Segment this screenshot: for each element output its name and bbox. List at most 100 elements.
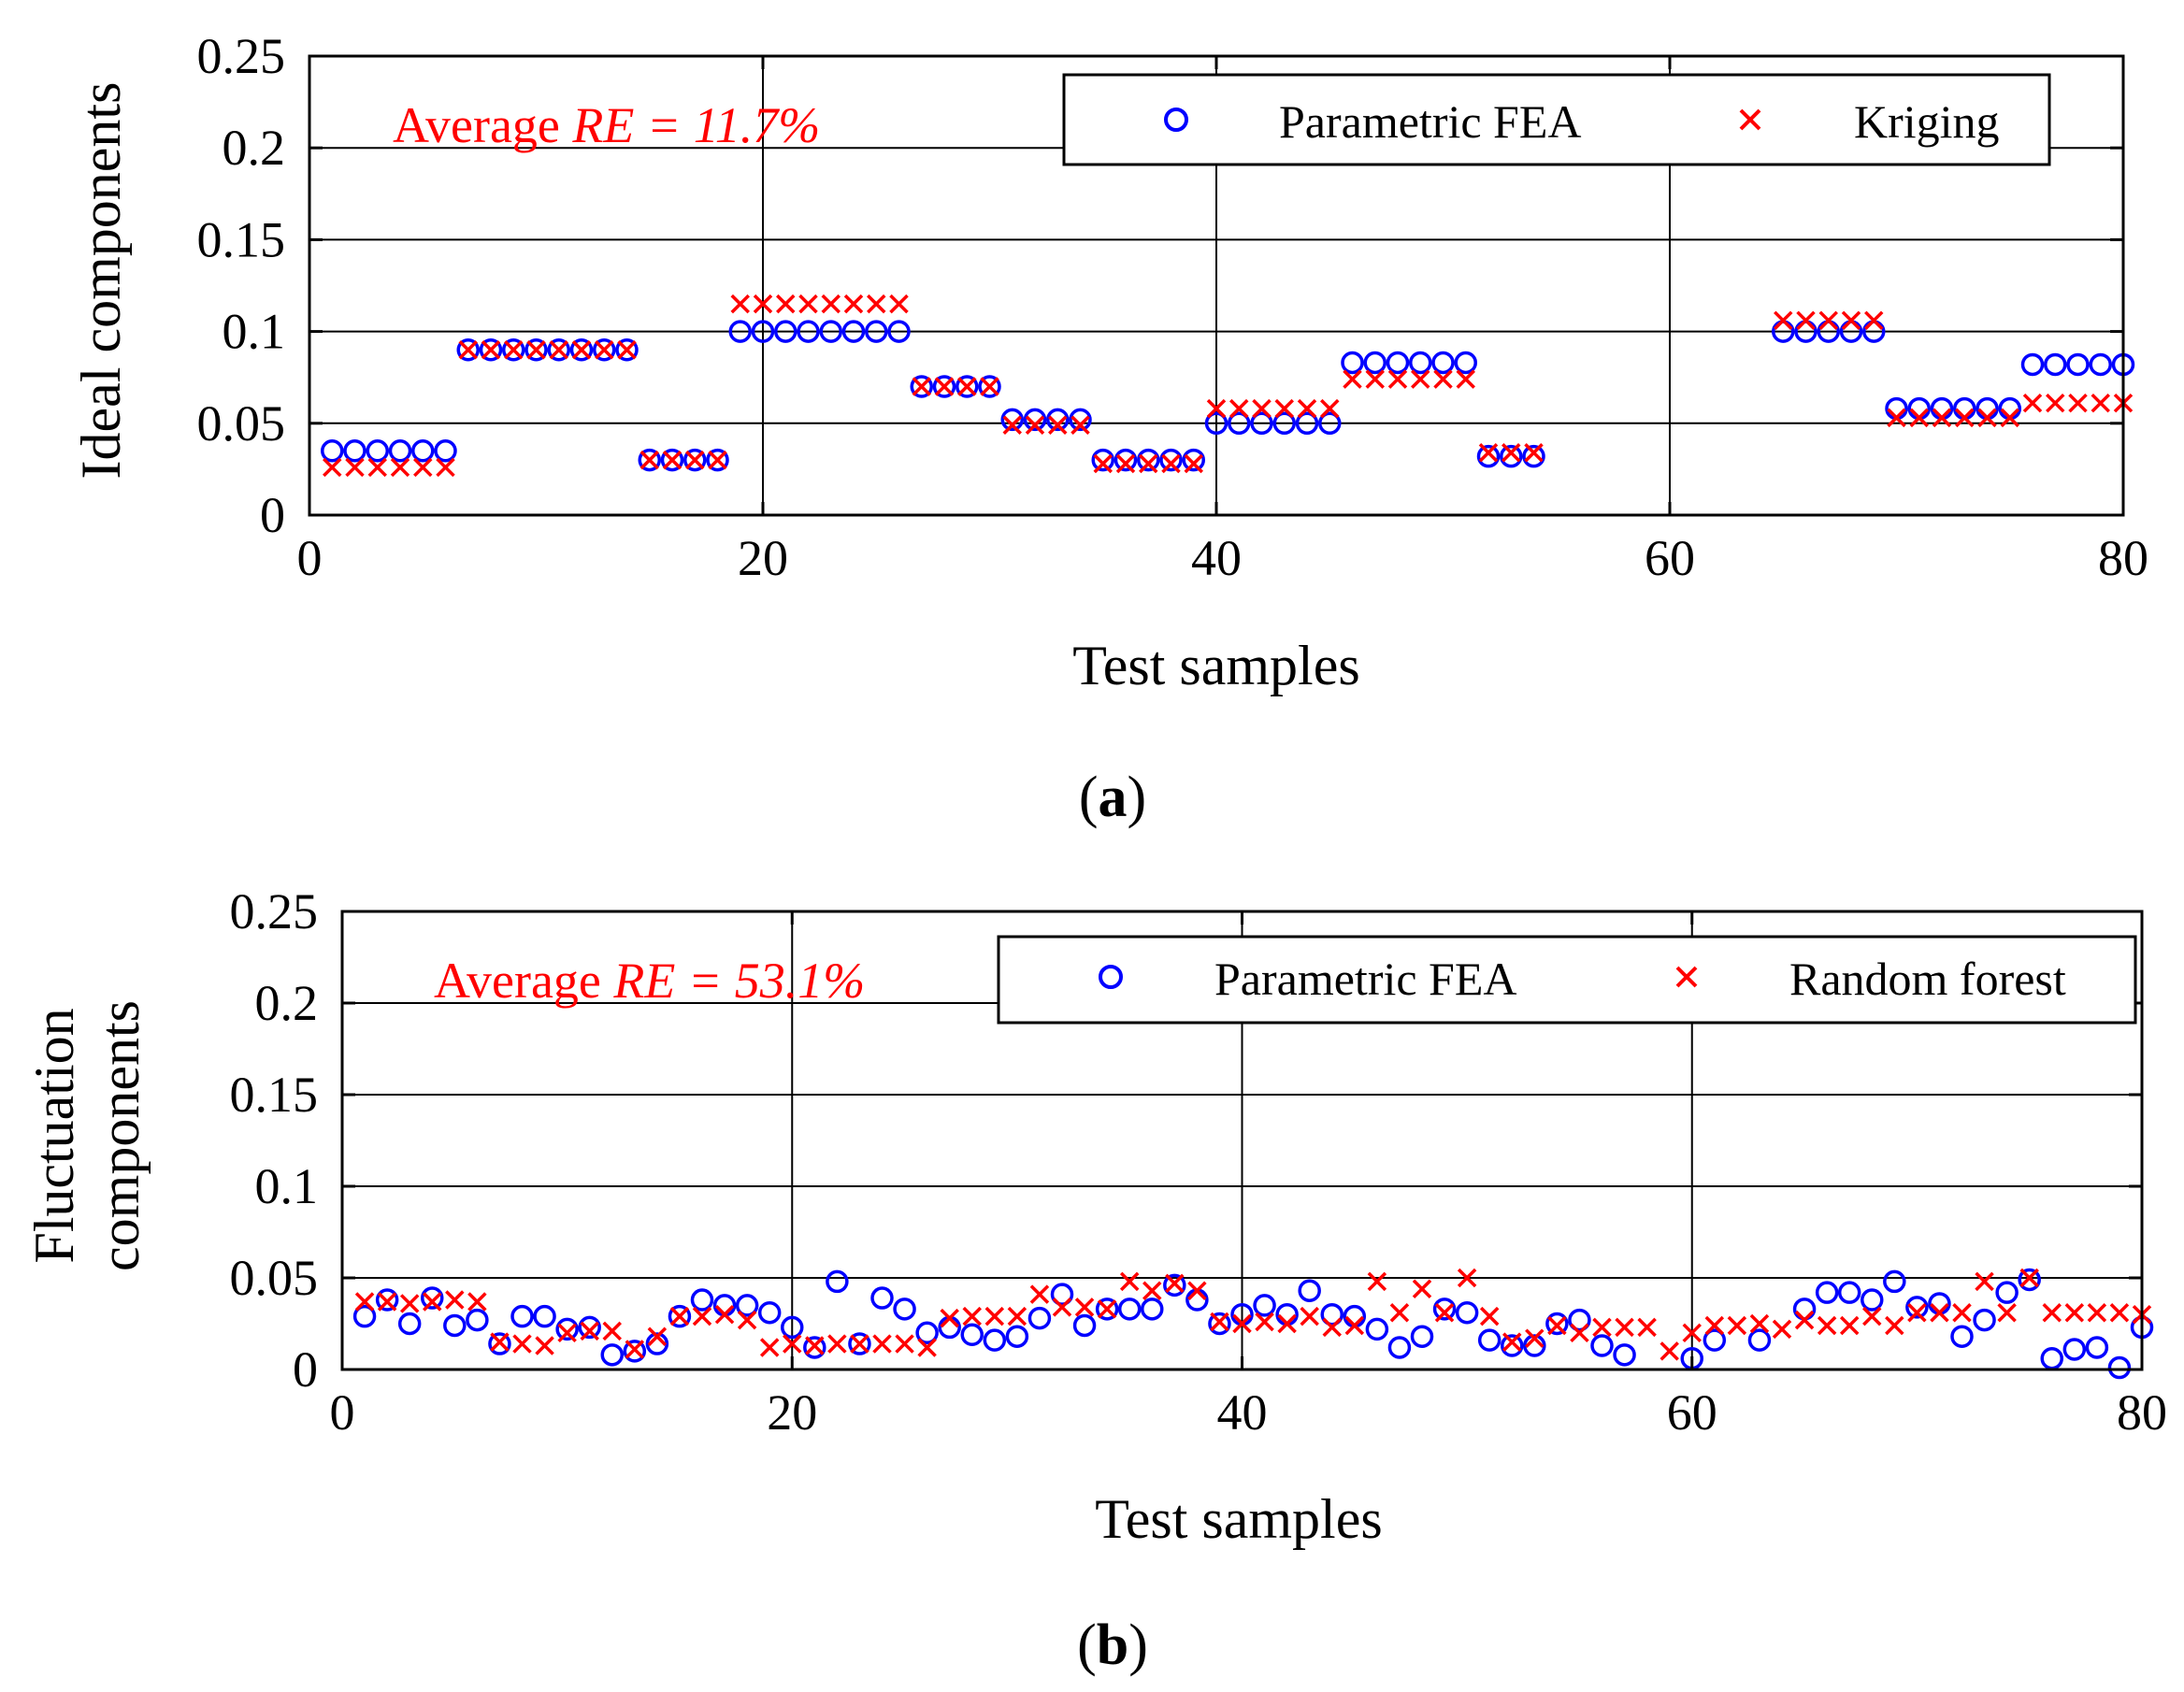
point-fea <box>1454 351 1477 375</box>
point-prediction <box>962 1306 982 1326</box>
point-fea <box>1973 1308 1996 1332</box>
point-fea <box>1410 1325 1434 1348</box>
y-tick-label: 0.15 <box>197 211 286 267</box>
y-tick-label: 0.1 <box>255 1158 319 1214</box>
point-prediction <box>571 340 592 360</box>
point-fea <box>956 375 979 398</box>
panel-b-y-axis-label-line2: components <box>89 1000 151 1271</box>
point-fea <box>1432 1298 1457 1321</box>
point-fea <box>774 320 797 343</box>
point-prediction <box>1977 408 1997 428</box>
point-fea <box>706 448 729 472</box>
point-prediction <box>1457 1268 1477 1288</box>
panel-a-legend-kriging-marker <box>1739 108 1761 131</box>
point-prediction <box>1139 453 1158 474</box>
point-prediction <box>805 1336 825 1355</box>
point-prediction <box>1502 442 1521 463</box>
panel-b-ticks: 0 20 40 60 80 0 0.05 0.1 0.15 0.2 0.25 <box>230 883 2168 1441</box>
point-fea <box>600 1343 624 1367</box>
point-prediction <box>526 340 546 360</box>
panel-b-x-axis-label: Test samples <box>1095 1488 1382 1550</box>
point-fea <box>479 337 503 362</box>
point-fea <box>578 1315 601 1340</box>
point-fea <box>1298 1279 1321 1302</box>
point-prediction <box>1772 1319 1792 1340</box>
point-prediction <box>753 294 773 314</box>
point-prediction <box>2064 1303 2085 1323</box>
point-prediction <box>1434 1303 1455 1323</box>
point-prediction <box>1255 1312 1274 1332</box>
point-prediction <box>1097 1299 1117 1319</box>
point-fea <box>1568 1308 1591 1332</box>
panel-a-markers <box>321 294 2135 478</box>
point-fea <box>1523 1334 1546 1357</box>
point-prediction <box>354 1292 375 1312</box>
point-prediction <box>1074 1298 1095 1317</box>
x-tick-label: 20 <box>738 530 788 586</box>
panel-a-y-axis-label: Ideal components <box>70 82 132 480</box>
point-prediction <box>1165 1273 1185 1294</box>
point-fea <box>660 448 684 472</box>
panel-b-legend-box <box>997 935 2137 1025</box>
point-prediction <box>1232 1313 1252 1334</box>
point-fea <box>1272 411 1296 436</box>
x-tick-label: 0 <box>297 530 323 586</box>
point-prediction <box>1297 398 1317 419</box>
point-fea <box>1905 1296 1929 1319</box>
point-prediction <box>776 294 796 314</box>
point-fea <box>1114 448 1138 472</box>
point-fea <box>555 1317 579 1341</box>
point-fea <box>2062 1338 2087 1361</box>
point-prediction <box>1841 310 1861 331</box>
point-prediction <box>1749 1313 1770 1334</box>
point-prediction <box>617 340 637 360</box>
point-fea <box>1815 1281 1839 1304</box>
x-tick-label: 60 <box>1645 530 1695 586</box>
point-prediction <box>390 457 410 478</box>
point-prediction <box>595 340 614 360</box>
point-prediction <box>1524 442 1544 463</box>
point-fea <box>1477 1328 1502 1352</box>
point-fea <box>915 1321 939 1345</box>
point-fea <box>2107 1355 2132 1380</box>
point-prediction <box>692 1306 712 1326</box>
panel-b-legend-fea-label: Parametric FEA <box>1214 953 1517 1005</box>
point-prediction <box>2068 393 2088 413</box>
point-fea <box>803 1336 826 1359</box>
point-prediction <box>1774 310 1793 331</box>
point-fea <box>1747 1328 1772 1352</box>
point-prediction <box>1343 369 1362 389</box>
point-prediction <box>669 1306 690 1326</box>
point-fea <box>456 337 480 362</box>
panel-b-legend-rf-marker <box>1675 966 1698 988</box>
point-fea <box>1950 1325 1974 1348</box>
point-fea <box>1091 448 1114 472</box>
point-fea <box>690 1288 714 1312</box>
point-prediction <box>2000 408 2019 428</box>
point-fea <box>668 1304 692 1328</box>
point-fea <box>1431 351 1455 375</box>
point-prediction <box>481 340 501 360</box>
point-fea <box>1000 408 1024 432</box>
point-prediction <box>737 1310 757 1330</box>
point-fea <box>1050 1283 1074 1306</box>
point-fea <box>397 1312 422 1336</box>
x-tick-label: 40 <box>1217 1384 1268 1441</box>
point-prediction <box>625 1340 645 1359</box>
point-fea <box>2020 352 2045 377</box>
point-fea <box>547 337 570 362</box>
point-prediction <box>895 1334 914 1354</box>
point-fea <box>638 448 661 472</box>
point-prediction <box>714 1304 735 1325</box>
point-fea <box>728 320 752 343</box>
point-prediction <box>413 457 433 478</box>
point-fea <box>366 439 389 463</box>
panel-b-legend-rf-label: Random forest <box>1789 953 2066 1005</box>
point-prediction <box>934 377 955 396</box>
x-tick-label: 40 <box>1191 530 1242 586</box>
point-prediction <box>980 377 999 396</box>
point-prediction <box>1952 1303 1972 1323</box>
point-prediction <box>1839 1315 1860 1336</box>
point-fea <box>797 320 820 343</box>
